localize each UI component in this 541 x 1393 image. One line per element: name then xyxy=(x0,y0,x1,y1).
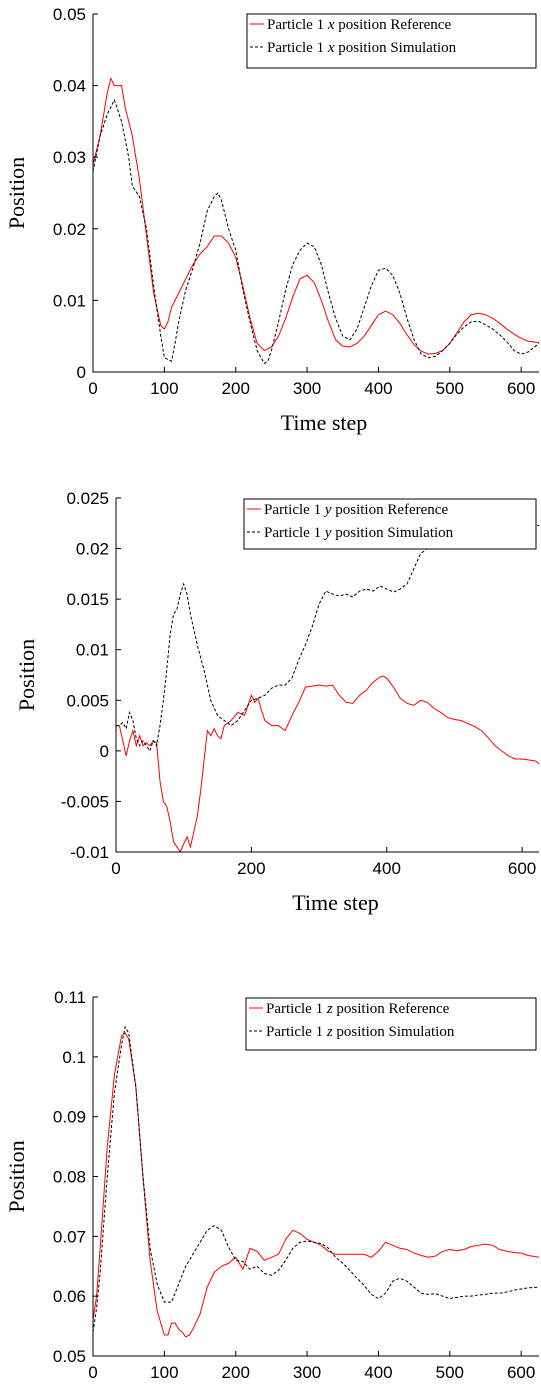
axis-lines xyxy=(115,498,539,853)
y-tick-label: 0.005 xyxy=(66,691,109,710)
y-tick-label: -0.01 xyxy=(70,843,109,862)
y-tick-label: 0.1 xyxy=(62,1048,86,1067)
x-tick-label: 100 xyxy=(150,1363,178,1382)
y-tick-label: 0.07 xyxy=(53,1227,86,1246)
x-tick-label: 200 xyxy=(222,1363,250,1382)
legend: Particle 1 x position Reference Particle … xyxy=(246,13,537,69)
chart-3: 0.05 0.06 0.07 0.08 0.09 0.1 0.11 0 100 200 300 400… xyxy=(4,988,539,1382)
series-line-simulation xyxy=(116,524,539,752)
legend-box xyxy=(243,498,537,550)
x-tick-label: 600 xyxy=(507,379,535,398)
legend-box xyxy=(246,13,537,69)
y-axis-label: Position xyxy=(4,1140,29,1212)
y-tick-label: 0.06 xyxy=(53,1287,86,1306)
legend-entry: Particle 1 z position Reference xyxy=(266,1001,450,1017)
y-tick-label: 0.015 xyxy=(66,590,109,609)
legend-entry: Particle 1 x position Simulation xyxy=(267,40,457,56)
y-tick-label: 0 xyxy=(100,742,109,761)
x-tick-label: 0 xyxy=(88,1363,97,1382)
y-tick-label: 0 xyxy=(77,363,86,382)
chart-1: 0 0.01 0.02 0.03 0.04 0.05 0 100 200 300 400 500 600… xyxy=(4,5,539,435)
series-line-simulation xyxy=(93,98,539,365)
y-tick-label: -0.005 xyxy=(61,792,109,811)
legend-entry: Particle 1 y position Simulation xyxy=(264,525,454,541)
x-tick-label: 300 xyxy=(293,379,321,398)
y-tick-label: 0.05 xyxy=(53,5,86,24)
x-tick-label: 600 xyxy=(508,859,536,878)
x-tick-label: 400 xyxy=(364,379,392,398)
y-tick-label: 0.04 xyxy=(53,77,86,96)
y-tick-label: 0.02 xyxy=(53,220,86,239)
x-tick-label: 200 xyxy=(237,859,265,878)
series-line-reference xyxy=(93,77,539,355)
legend-entry: Particle 1 x position Reference xyxy=(267,17,451,33)
legend-entry: Particle 1 z position Simulation xyxy=(266,1024,455,1040)
y-tick-label: 0.08 xyxy=(53,1168,86,1187)
y-tick-label: 0.01 xyxy=(53,291,86,310)
x-tick-label: 400 xyxy=(364,1363,392,1382)
x-tick-label: 0 xyxy=(111,859,120,878)
x-tick-label: 600 xyxy=(507,1363,535,1382)
y-tick-label: 0.03 xyxy=(53,148,86,167)
x-tick-label: 200 xyxy=(222,379,250,398)
y-tick-label: 0.025 xyxy=(66,489,109,508)
series-line-reference xyxy=(93,1032,539,1338)
y-tick-label: 0.05 xyxy=(53,1347,86,1366)
legend: Particle 1 y position Reference Particle … xyxy=(243,498,537,550)
y-tick-label: 0.09 xyxy=(53,1108,86,1127)
y-axis-label: Position xyxy=(14,639,39,711)
legend-entry: Particle 1 y position Reference xyxy=(264,502,448,518)
legend: Particle 1 z position Reference Particle … xyxy=(245,997,537,1051)
y-tick-label: 0.11 xyxy=(54,988,86,1007)
y-axis-label: Position xyxy=(4,157,29,229)
series-line-simulation xyxy=(93,1025,539,1333)
x-tick-label: 0 xyxy=(88,379,97,398)
x-tick-label: 500 xyxy=(436,379,464,398)
x-tick-label: 300 xyxy=(293,1363,321,1382)
x-tick-label: 500 xyxy=(436,1363,464,1382)
series-line-reference xyxy=(116,675,539,852)
x-tick-label: 400 xyxy=(373,859,401,878)
chart-2: -0.01 -0.005 0 0.005 0.01 0.015 0.02 0.025 0 200 4… xyxy=(14,489,539,915)
axis-lines xyxy=(92,997,539,1357)
x-axis-label: Time step xyxy=(292,890,379,915)
legend-box xyxy=(245,997,537,1051)
x-tick-label: 100 xyxy=(150,379,178,398)
x-axis-label: Time step xyxy=(281,410,368,435)
y-tick-label: 0.02 xyxy=(76,540,109,559)
y-tick-label: 0.01 xyxy=(76,641,109,660)
